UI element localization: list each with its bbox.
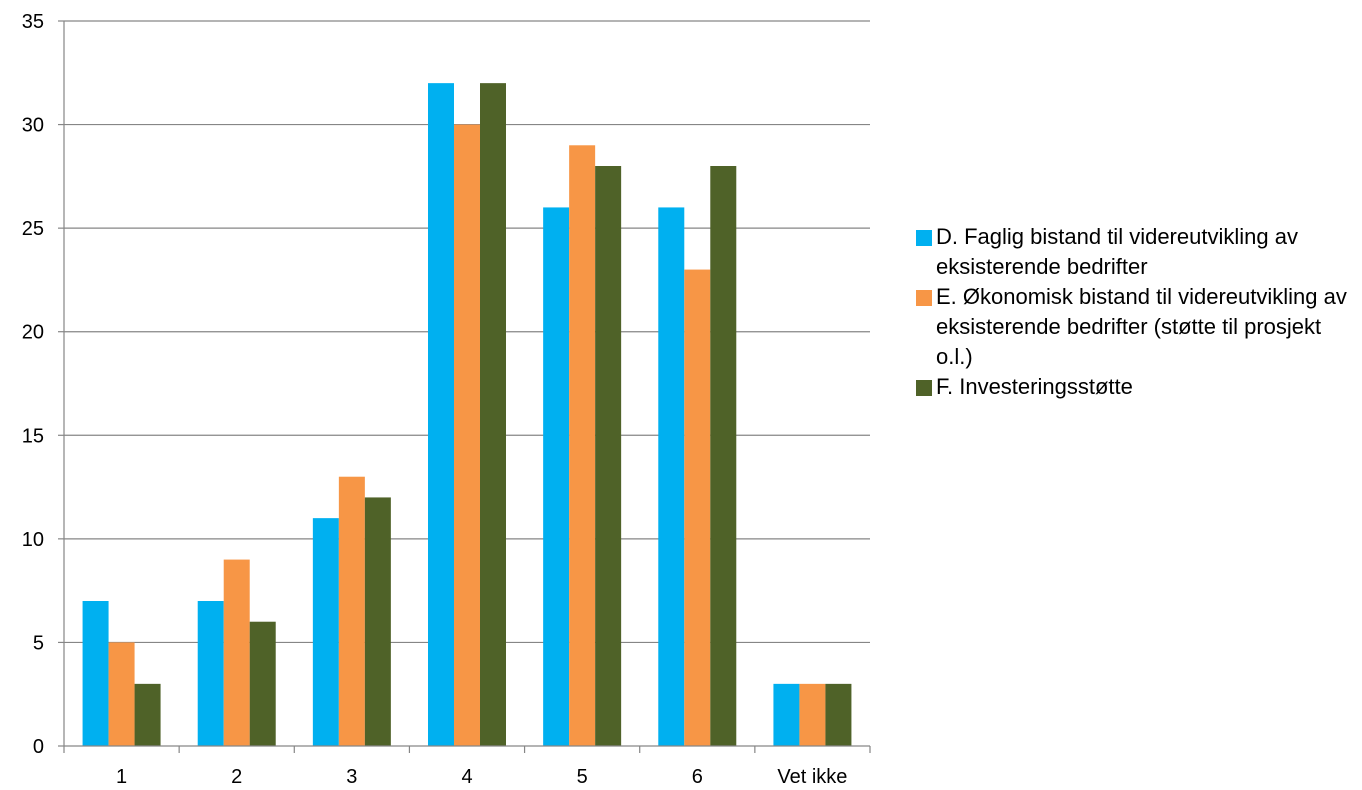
y-tick-label: 15 <box>22 425 44 447</box>
x-tick-label: Vet ikke <box>777 766 847 788</box>
y-tick-label: 0 <box>33 736 44 758</box>
bar-d-1 <box>82 601 109 746</box>
bar-d-7 <box>773 683 800 746</box>
y-tick-label: 25 <box>22 218 44 240</box>
legend-label-e: E. Økonomisk bistand til videreutvikling… <box>936 284 1347 369</box>
bar-f-6 <box>710 166 737 746</box>
bars <box>82 83 852 747</box>
legend: D. Faglig bistand til videreutvikling av… <box>916 222 1362 402</box>
bar-f-3 <box>364 497 391 746</box>
y-tick-label: 5 <box>33 632 44 654</box>
bar-d-4 <box>428 83 454 746</box>
x-tick-label: 6 <box>692 766 703 788</box>
bar-f-4 <box>480 83 506 746</box>
x-tick-label: 5 <box>577 766 588 788</box>
x-tick-labels: 1 2 3 4 5 6 Vet ikke <box>116 766 847 788</box>
bar-e-6 <box>684 269 711 746</box>
x-tick-label: 4 <box>461 766 472 788</box>
legend-label-d: D. Faglig bistand til videreutvikling av… <box>936 224 1298 279</box>
bar-f-5 <box>595 166 622 746</box>
y-tick-label: 35 <box>22 11 44 33</box>
bar-d-5 <box>543 207 570 746</box>
legend-swatch-e <box>916 290 932 306</box>
bar-f-1 <box>134 683 161 746</box>
x-tick-label: 2 <box>231 766 242 788</box>
y-tick-label: 20 <box>22 322 44 344</box>
legend-item-e: E. Økonomisk bistand til videreutvikling… <box>916 282 1362 372</box>
y-tick-label: 10 <box>22 529 44 551</box>
axes <box>58 20 871 753</box>
legend-item-f: F. Investeringsstøtte <box>916 372 1362 402</box>
y-tick-labels: 0 5 10 15 20 25 30 35 <box>22 11 44 758</box>
bar-d-3 <box>312 518 339 746</box>
bar-f-7 <box>825 683 852 746</box>
bar-chart: 0 5 10 15 20 25 30 35 1 2 3 4 5 6 Vet ikke <box>22 11 871 788</box>
legend-swatch-f <box>916 380 932 396</box>
legend-swatch-d <box>916 230 932 246</box>
bar-e-5 <box>569 145 596 747</box>
x-tick-label: 3 <box>346 766 357 788</box>
bar-e-1 <box>108 642 135 746</box>
bar-f-2 <box>249 621 276 746</box>
bar-e-4 <box>454 124 480 747</box>
bar-e-2 <box>223 559 250 746</box>
bar-e-7 <box>799 683 826 746</box>
legend-label-f: F. Investeringsstøtte <box>936 374 1133 399</box>
y-tick-label: 30 <box>22 115 44 137</box>
bar-e-3 <box>338 476 365 746</box>
legend-item-d: D. Faglig bistand til videreutvikling av… <box>916 222 1362 282</box>
bar-d-2 <box>197 601 224 746</box>
x-tick-label: 1 <box>116 766 127 788</box>
bar-d-6 <box>658 207 685 746</box>
